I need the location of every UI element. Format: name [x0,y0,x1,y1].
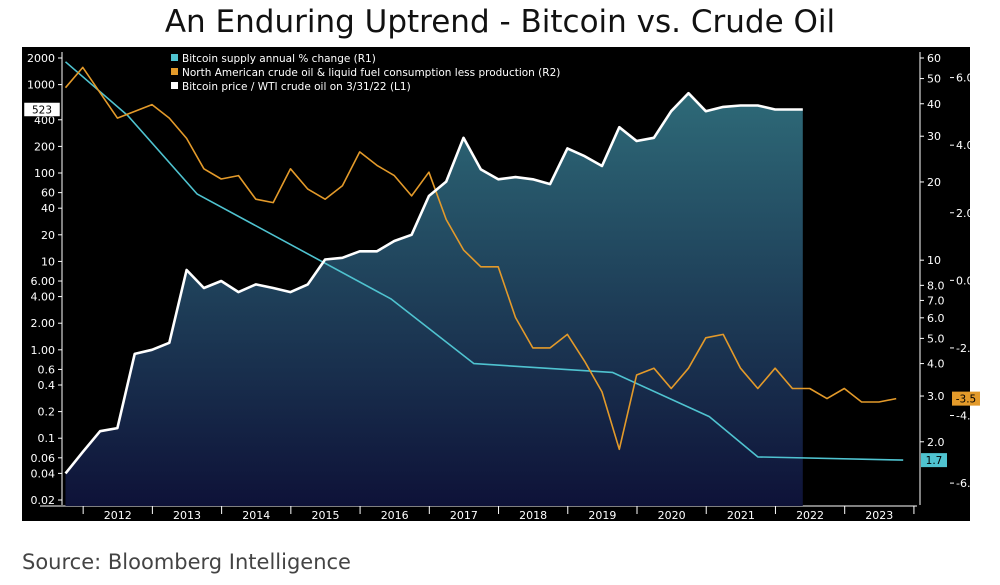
left-tick-label: 0.06 [31,452,56,465]
left-tick-label: 20 [41,229,55,242]
r1-tick-label: 6.0 [927,312,945,325]
series-line-btc-supply [64,61,904,461]
x-tick-label: 2014 [242,509,270,522]
left-tick-label: 10 [41,255,55,268]
badge-btc-supply-label: 1.7 [926,455,943,467]
r2-tick-label: -4.0 [956,410,977,423]
r1-tick-label: 10 [927,254,941,267]
r1-tick-label: 60 [927,52,941,65]
left-tick-label: 0.4 [38,379,56,392]
r1-tick-label: 7.0 [927,294,945,307]
r2-tick-label: 0.0 [956,274,974,287]
left-tick-label: 4.00 [31,291,56,304]
last-value-badges: 523 1.7 -3.5 [23,102,980,468]
left-tick-label: 40 [41,202,55,215]
x-tick-label: 2013 [173,509,201,522]
x-tick-label: 2022 [796,509,824,522]
left-tick-label: 0.04 [31,467,56,480]
legend: Bitcoin supply annual % change (R1) North… [171,53,560,93]
x-tick-label: 2019 [588,509,616,522]
left-tick-label: 0.02 [31,494,56,507]
btc-price-area [65,93,803,506]
r1-tick-label: 5.0 [927,332,945,345]
legend-swatch [171,54,178,61]
legend-swatch [171,82,178,89]
left-tick-label: 1.00 [31,344,56,357]
badge-crude [952,391,980,406]
series-lines [64,61,904,475]
x-tick-label: 2023 [865,509,893,522]
left-tick-label: 2.00 [31,317,56,330]
r2-tick-label: 4.0 [956,139,974,152]
tick-labels: 2000 1000 400 200 100 60 40 20 10 6.00 4.00 2.00 1.0… [27,52,977,522]
left-tick-label: 6.00 [31,275,56,288]
x-tick-label: 2018 [519,509,547,522]
r1-tick-label: 20 [927,176,941,189]
x-tick-label: 2016 [381,509,409,522]
r1-tick-label: 40 [927,98,941,111]
r2-tick-label: 2.0 [956,207,974,220]
r1-tick-label: 8.0 [927,279,945,292]
r1-tick-label: 4.0 [927,358,945,371]
r2-tick-label: 6.0 [956,72,974,85]
x-tick-label: 2012 [104,509,132,522]
legend-entry: Bitcoin supply annual % change (R1) [182,53,376,65]
x-tick-label: 2015 [311,509,339,522]
r1-tick-label: 3.0 [927,390,945,403]
r1-tick-label: 30 [927,130,941,143]
x-tick-label: 2017 [450,509,478,522]
badge-btc-price [23,102,61,117]
r1-tick-label: 2.0 [927,436,945,449]
left-tick-label: 2000 [27,52,55,65]
r2-tick-label: -2.0 [956,342,977,355]
left-tick-label: 0.2 [38,406,56,419]
chart-title: An Enduring Uptrend - Bitcoin vs. Crude … [164,4,836,40]
left-tick-label: 1000 [27,79,55,92]
x-tick-label: 2021 [727,509,755,522]
left-tick-label: 0.6 [38,363,56,376]
legend-entry: Bitcoin price / WTI crude oil on 3/31/22… [182,81,411,93]
series-line-btc-price [64,91,803,475]
left-tick-label: 400 [34,114,55,127]
series-line-crude [64,66,897,451]
r2-tick-label: -6.0 [956,477,977,490]
legend-entry: North American crude oil & liquid fuel c… [182,67,560,79]
badge-crude-label: -3.5 [956,394,977,406]
legend-swatch [171,68,178,75]
badge-btc-supply [921,453,947,468]
chart-source: Source: Bloomberg Intelligence [22,550,351,574]
left-tick-label: 200 [34,140,55,153]
r1-tick-label: 50 [927,73,941,86]
badge-btc-price-label: 523 [32,104,52,116]
x-tick-label: 2020 [658,509,686,522]
btc-price-area-fill [65,93,803,506]
left-tick-label: 100 [34,167,55,180]
left-tick-label: 0.1 [38,432,56,445]
left-tick-label: 60 [41,187,55,200]
